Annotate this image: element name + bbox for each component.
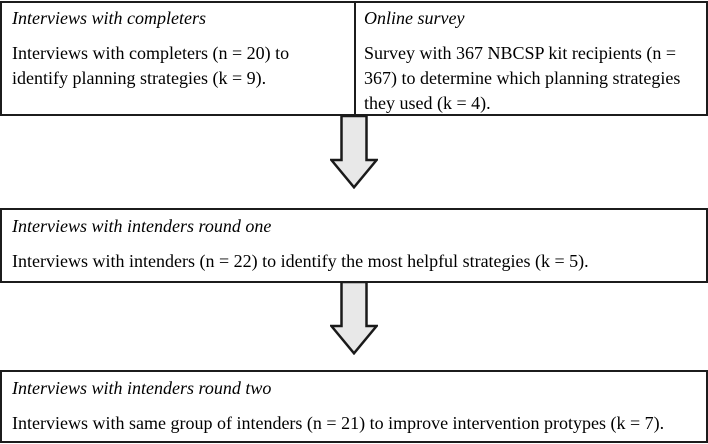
phase-3-box: Interviews with intenders round two Inte…: [0, 370, 708, 443]
online-survey-heading: Online survey: [364, 8, 465, 28]
interviews-completers-cell: Interviews with completers Interviews wi…: [2, 3, 356, 114]
interviews-completers-heading: Interviews with completers: [12, 8, 206, 28]
interviews-completers-body: Interviews with completers (n = 20) to id…: [12, 43, 290, 88]
down-arrow-icon: [330, 115, 378, 189]
phase-2-box: Interviews with intenders round one Inte…: [0, 208, 708, 283]
intenders-round-one-heading: Interviews with intenders round one: [12, 216, 272, 236]
phase-1-box: Interviews with completers Interviews wi…: [0, 1, 708, 116]
intenders-round-two-heading: Interviews with intenders round two: [12, 378, 272, 398]
intenders-round-one-body: Interviews with intenders (n = 22) to id…: [12, 251, 589, 271]
intenders-round-two-body: Interviews with same group of intenders …: [12, 413, 665, 433]
online-survey-cell: Online survey Survey with 367 NBCSP kit …: [356, 3, 706, 114]
online-survey-body: Survey with 367 NBCSP kit recipients (n …: [364, 43, 681, 113]
down-arrow-icon: [330, 281, 378, 355]
